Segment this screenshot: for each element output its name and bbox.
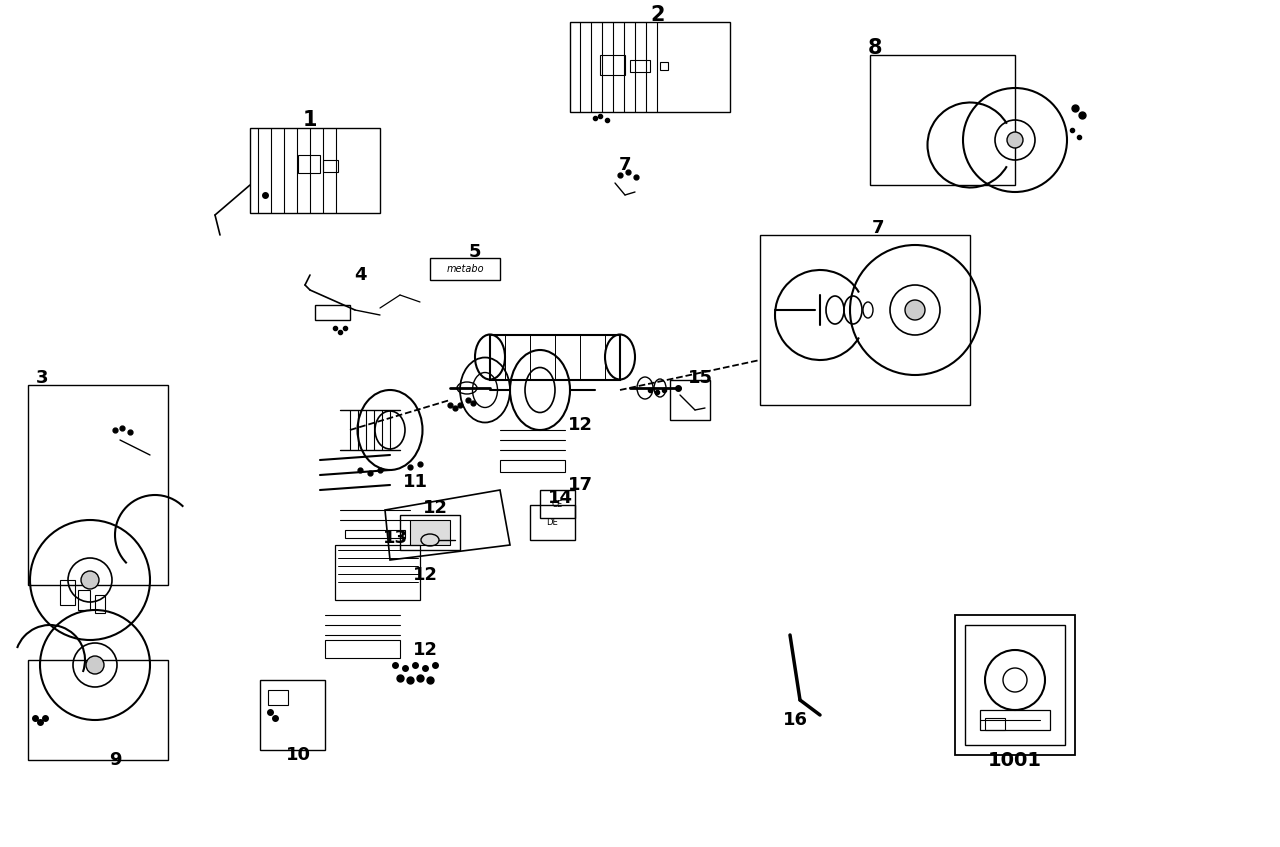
Bar (540, 490, 575, 518)
Bar (980, 710, 1050, 730)
Bar (430, 258, 500, 280)
Bar (95, 595, 105, 613)
Bar (323, 160, 338, 172)
Bar (298, 155, 320, 173)
Text: 12: 12 (412, 566, 438, 584)
Text: 3: 3 (36, 369, 49, 387)
Bar (399, 515, 460, 550)
Bar (530, 505, 575, 540)
Bar (268, 690, 288, 705)
Text: 8: 8 (868, 38, 882, 58)
Circle shape (81, 571, 99, 589)
Bar (600, 55, 625, 75)
Bar (760, 235, 970, 405)
Text: 12: 12 (412, 641, 438, 659)
Bar (410, 520, 451, 545)
Bar (500, 460, 564, 472)
Bar (28, 385, 168, 585)
Text: 12: 12 (422, 499, 448, 517)
Text: metabo: metabo (447, 264, 484, 274)
Bar (669, 380, 710, 420)
Text: 16: 16 (782, 711, 808, 729)
Text: 9: 9 (109, 751, 122, 769)
Text: 11: 11 (402, 473, 428, 491)
Text: 2: 2 (650, 5, 666, 25)
Bar (965, 625, 1065, 745)
Text: 10: 10 (285, 746, 311, 764)
Bar (570, 22, 730, 112)
Bar (660, 62, 668, 70)
Text: 7: 7 (872, 219, 884, 237)
Text: 14: 14 (548, 489, 572, 507)
Bar (335, 545, 420, 600)
Bar (250, 128, 380, 213)
Bar (490, 335, 620, 380)
Text: 4: 4 (353, 266, 366, 284)
Text: 7: 7 (618, 156, 631, 174)
Text: 13: 13 (383, 529, 407, 547)
Bar (346, 530, 404, 538)
Bar (325, 640, 399, 658)
Circle shape (905, 300, 925, 320)
Bar (870, 55, 1015, 185)
Bar (260, 680, 325, 750)
Text: 5: 5 (468, 243, 481, 261)
Bar (315, 305, 349, 320)
Text: DE: DE (547, 518, 558, 527)
Text: 17: 17 (567, 476, 593, 494)
Text: 1: 1 (303, 110, 317, 130)
Text: 15: 15 (687, 369, 713, 387)
Bar (955, 615, 1075, 755)
Text: 1001: 1001 (988, 750, 1042, 770)
Bar (60, 580, 76, 605)
Text: 12: 12 (567, 416, 593, 434)
Bar (78, 590, 90, 610)
Bar (986, 718, 1005, 730)
Circle shape (1007, 132, 1023, 148)
Text: CE: CE (552, 500, 563, 508)
Bar (28, 660, 168, 760)
Bar (630, 60, 650, 72)
Circle shape (86, 656, 104, 674)
